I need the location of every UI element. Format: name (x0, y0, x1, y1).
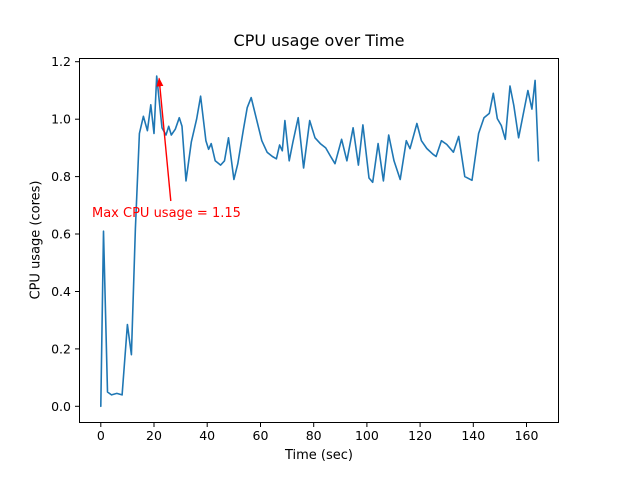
x-tick-label: 60 (253, 428, 269, 443)
annotation-text: Max CPU usage = 1.15 (92, 206, 241, 221)
y-tick-label: 0.4 (51, 284, 71, 299)
x-tick-label: 160 (515, 428, 539, 443)
y-tick-label: 0.0 (51, 399, 71, 414)
x-tick-label: 80 (306, 428, 322, 443)
x-tick-label: 100 (355, 428, 379, 443)
axis-ticks: 0 20 40 60 80 100 120 140 160 0.0 0.2 0.4 0.6 0.8 1.0 1… (51, 54, 538, 443)
axes-spines (79, 58, 559, 423)
x-tick-label: 20 (146, 428, 162, 443)
x-axis-label: Time (sec) (284, 448, 353, 463)
y-axis-label: CPU usage (cores) (28, 180, 44, 300)
chart-title: CPU usage over Time (233, 31, 405, 50)
y-tick-label: 1.2 (51, 54, 71, 69)
x-tick-label: 140 (461, 428, 485, 443)
cpu-usage-line (100, 75, 540, 408)
y-tick-label: 0.6 (51, 227, 71, 242)
y-tick-label: 0.2 (51, 341, 71, 356)
annotation-arrow (156, 77, 172, 202)
x-tick-label: 40 (199, 428, 215, 443)
y-tick-label: 1.0 (51, 112, 71, 127)
y-tick-label: 0.8 (51, 169, 71, 184)
x-tick-label: 0 (97, 428, 105, 443)
x-tick-label: 120 (408, 428, 432, 443)
